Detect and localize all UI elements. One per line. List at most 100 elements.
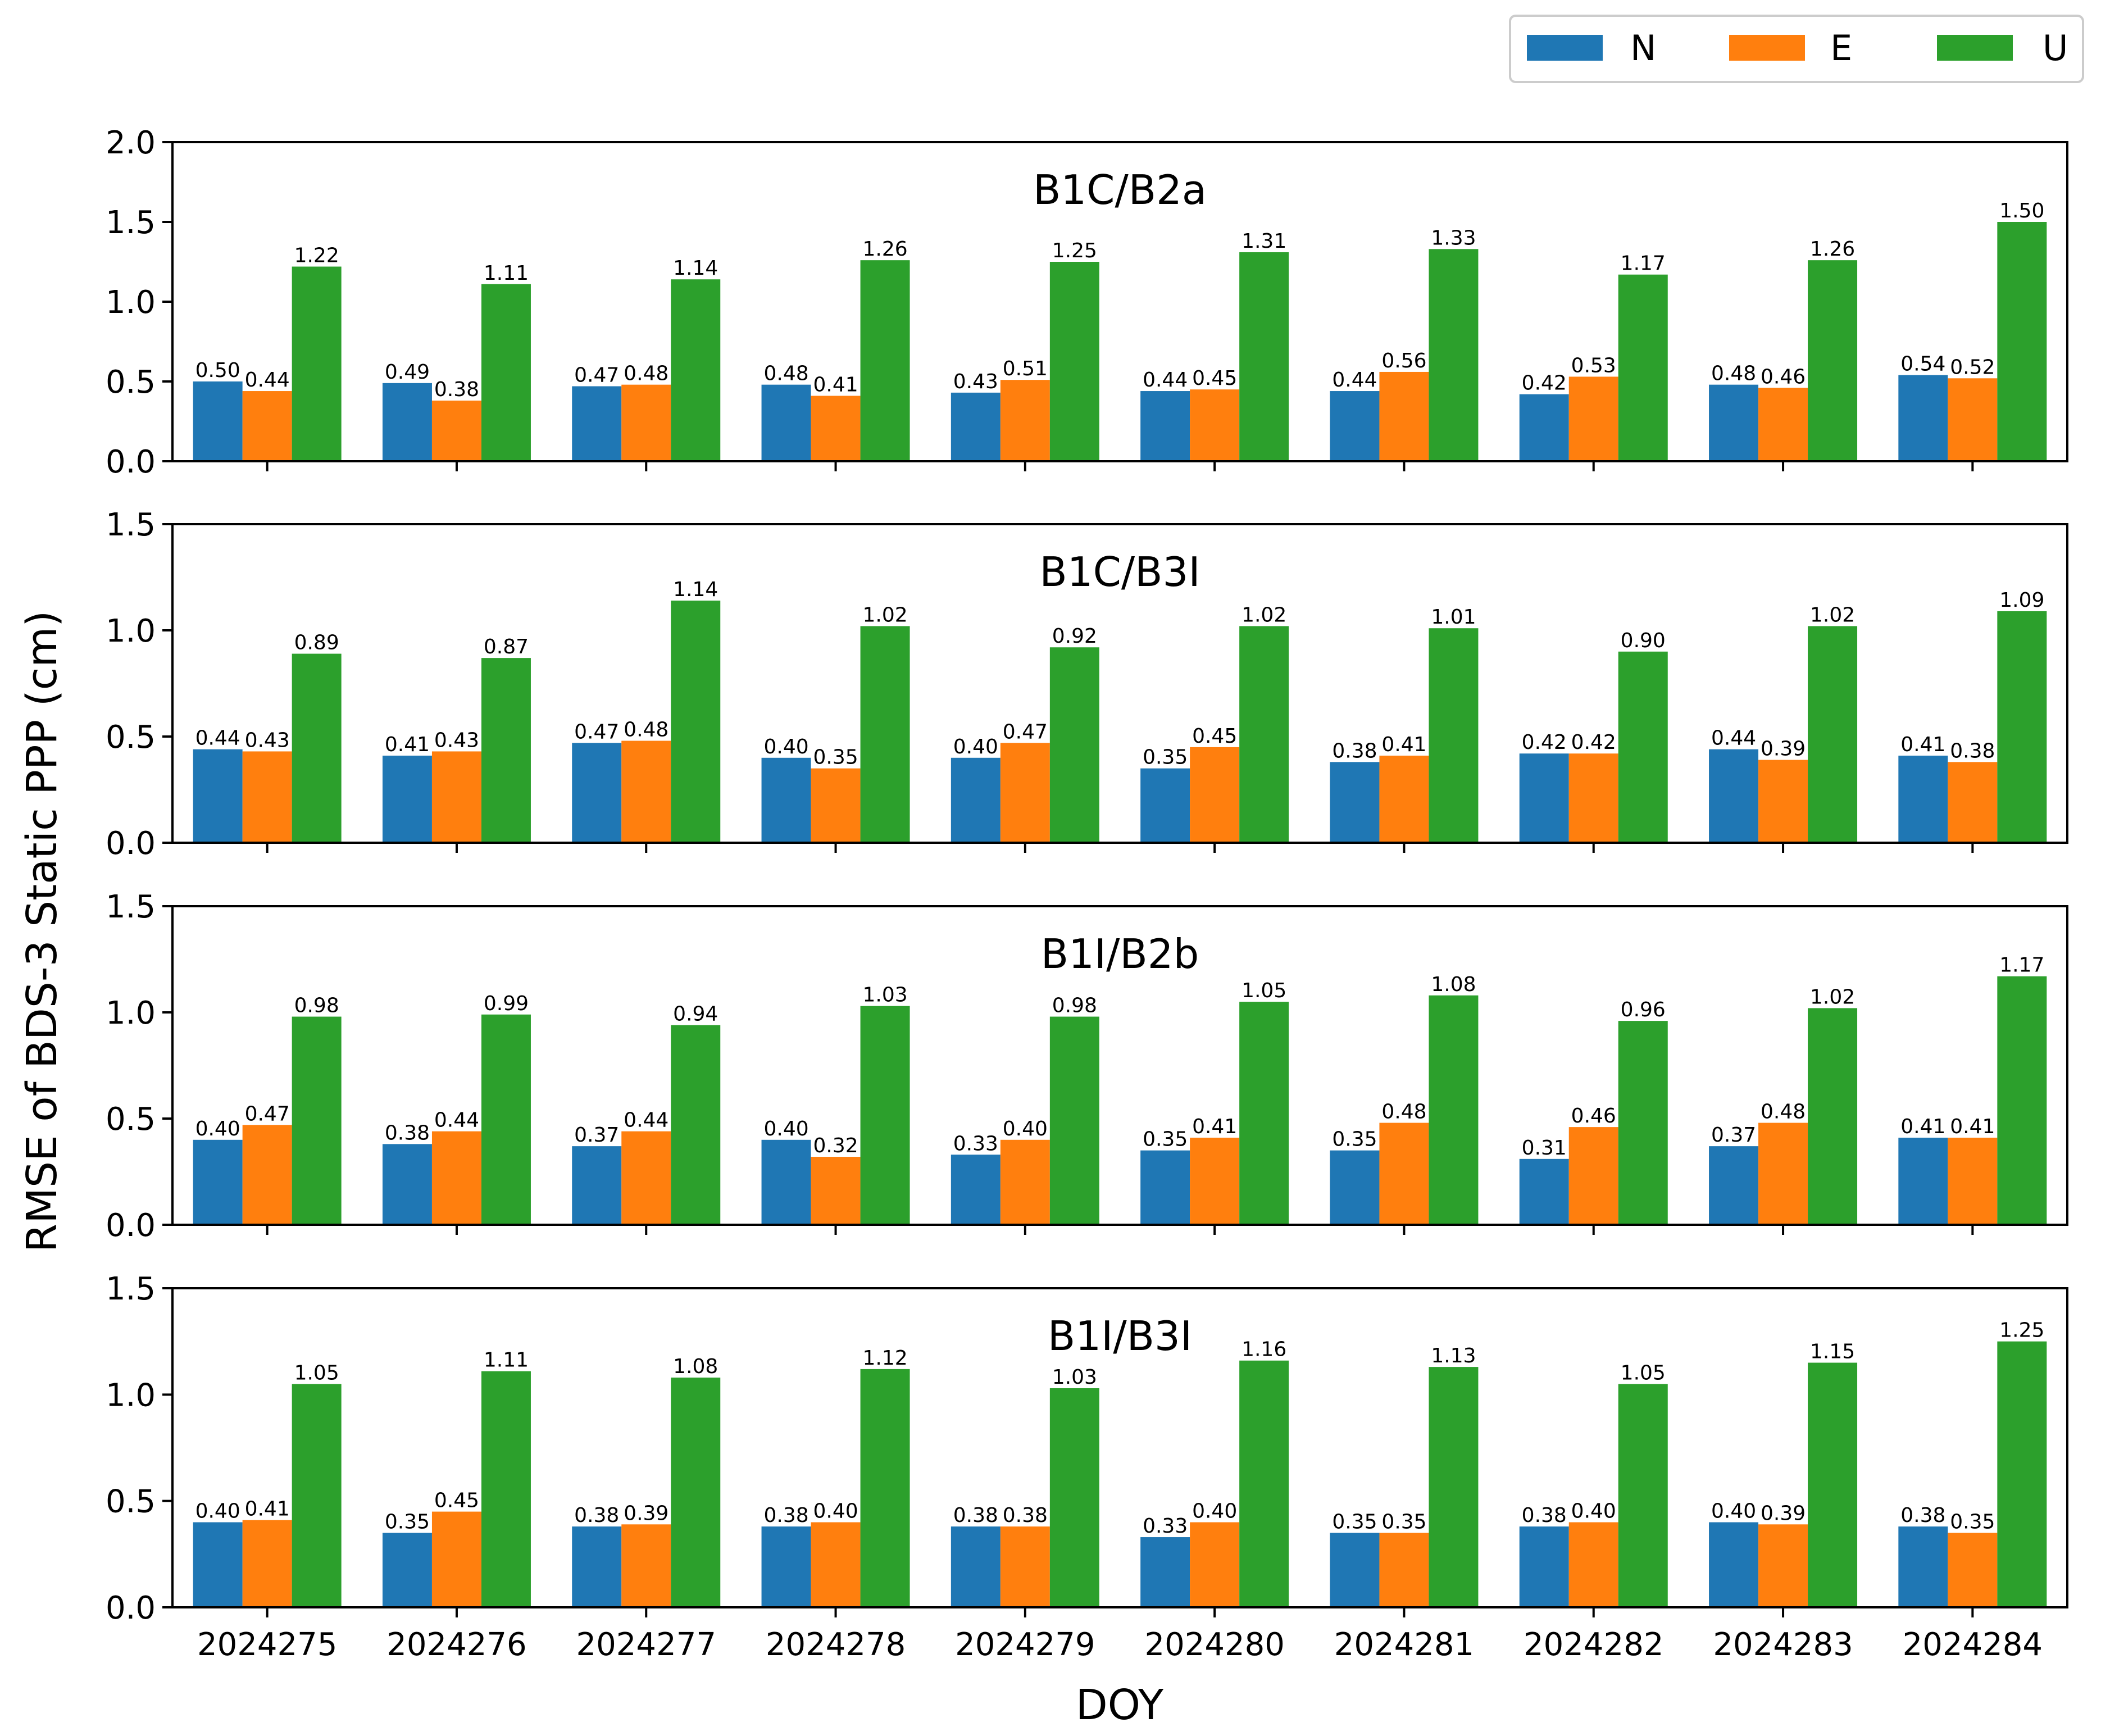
y-tick-label: 0.5: [106, 1101, 156, 1138]
bar-value-label: 0.48: [1711, 362, 1756, 385]
bar-n: [572, 1146, 622, 1225]
y-tick-label: 1.5: [106, 889, 156, 925]
bar-u: [671, 1025, 721, 1225]
bar-value-label: 1.08: [1431, 973, 1476, 996]
bar-n: [761, 384, 811, 461]
bar-value-label: 0.47: [574, 720, 619, 743]
panel-3: 0.40 0.38 0.37 0.400.33 0.35 0.35 0.310.37 0.41…: [106, 889, 2068, 1244]
bar-n: [1898, 1138, 1948, 1225]
bar-e: [621, 1131, 671, 1225]
bar-e: [1379, 756, 1429, 843]
bar-value-label: 1.14: [673, 578, 718, 601]
y-tick-label: 0.5: [106, 364, 156, 401]
bar-value-label: 0.35: [1381, 1510, 1426, 1533]
bar-u: [1618, 274, 1668, 461]
bar-value-label: 0.96: [1621, 998, 1666, 1021]
bar-n: [572, 743, 622, 843]
bar-value-label: 0.87: [484, 635, 529, 658]
bar-value-label: 1.17: [1621, 252, 1666, 275]
bar-value-label: 0.45: [1192, 725, 1237, 748]
bar-u: [1049, 647, 1099, 843]
bar-n: [382, 383, 432, 461]
x-tick-label: 2024278: [766, 1626, 906, 1663]
bar-value-label: 1.13: [1431, 1344, 1476, 1367]
bar-e: [1000, 380, 1050, 461]
y-tick-label: 0.5: [106, 1484, 156, 1520]
bar-value-label: 1.11: [484, 262, 529, 285]
x-tick-label: 2024279: [955, 1626, 1095, 1663]
bar-value-label: 0.38: [1003, 1504, 1048, 1527]
bar-value-label: 0.89: [294, 631, 339, 655]
bar-value-label: 0.92: [1052, 625, 1097, 648]
bar-value-label: 0.52: [1950, 356, 1995, 379]
bar-u: [1049, 1388, 1099, 1607]
bar-value-label: 0.38: [953, 1504, 998, 1527]
legend-label-u: U: [2043, 28, 2068, 69]
bar-e: [1758, 388, 1808, 461]
bar-value-label: 0.40: [1711, 1500, 1756, 1523]
bar-u: [292, 1384, 342, 1607]
bar-value-label: 0.41: [385, 733, 430, 756]
bar-u: [1808, 1008, 1858, 1225]
bar-u: [1997, 976, 2047, 1225]
bar-value-label: 0.41: [1900, 733, 1945, 756]
bar-value-label: 1.05: [1242, 979, 1286, 1002]
legend-label-e: E: [1830, 28, 1852, 69]
bar-value-label: 0.54: [1900, 353, 1945, 376]
panel-4: 0.40 0.35 0.38 0.38 0.38 0.33 0.35 0.38 0.40 0.38…: [106, 1271, 2068, 1663]
bar-u: [1808, 260, 1858, 461]
bar-value-label: 0.39: [1761, 1502, 1806, 1525]
bar-value-label: 1.14: [673, 257, 718, 280]
legend-swatch-n: [1527, 35, 1603, 61]
bar-value-label: 1.01: [1431, 606, 1476, 629]
bar-n: [951, 392, 1001, 461]
bar-value-label: 0.48: [624, 719, 668, 742]
bar-u: [1618, 1384, 1668, 1607]
bar-e: [1190, 747, 1240, 843]
bar-e: [1000, 1139, 1050, 1225]
bar-value-label: 1.25: [1052, 239, 1097, 262]
bar-value-label: 0.41: [1192, 1115, 1237, 1138]
bar-value-label: 1.05: [1621, 1361, 1666, 1384]
bar-value-label: 0.47: [574, 364, 619, 387]
x-tick-label: 2024281: [1334, 1626, 1474, 1663]
bar-e: [242, 751, 292, 843]
bar-value-label: 0.35: [1332, 1510, 1377, 1533]
bar-e: [1948, 1533, 1998, 1607]
bar-value-label: 0.43: [434, 729, 479, 752]
bar-value-label: 0.38: [763, 1504, 808, 1527]
bar-e: [811, 1157, 861, 1225]
bar-n: [1330, 762, 1380, 843]
bar-e: [1758, 1123, 1808, 1225]
bar-u: [860, 626, 910, 843]
bar-value-label: 0.42: [1522, 372, 1567, 395]
bar-value-label: 0.45: [434, 1489, 479, 1512]
bar-value-label: 0.40: [1003, 1117, 1048, 1140]
bar-value-label: 0.48: [1761, 1101, 1806, 1124]
bar-u: [1049, 1016, 1099, 1225]
bar-e: [1758, 760, 1808, 843]
bar-value-label: 1.50: [1999, 199, 2044, 222]
bar-value-label: 0.99: [484, 992, 529, 1015]
bar-u: [1429, 628, 1479, 843]
panel-title: B1I/B2b: [1041, 930, 1199, 978]
bar-e: [1568, 1522, 1618, 1607]
bar-value-label: 0.35: [1950, 1510, 1995, 1533]
bar-value-label: 0.46: [1761, 365, 1806, 388]
bar-value-label: 1.05: [294, 1361, 339, 1384]
x-tick-label: 2024276: [386, 1626, 526, 1663]
bar-n: [1709, 384, 1759, 461]
bar-value-label: 0.40: [813, 1500, 858, 1523]
bar-u: [1049, 262, 1099, 461]
bar-value-label: 0.44: [1143, 369, 1188, 392]
bar-value-label: 0.38: [1522, 1504, 1567, 1527]
bar-n: [1519, 1158, 1569, 1225]
bar-e: [811, 768, 861, 843]
bar-n: [1140, 1537, 1190, 1607]
bar-e: [1190, 1522, 1240, 1607]
bar-n: [572, 1526, 622, 1607]
bar-u: [671, 601, 721, 843]
y-tick-label: 1.5: [106, 204, 156, 241]
bar-value-label: 1.03: [1052, 1366, 1097, 1389]
